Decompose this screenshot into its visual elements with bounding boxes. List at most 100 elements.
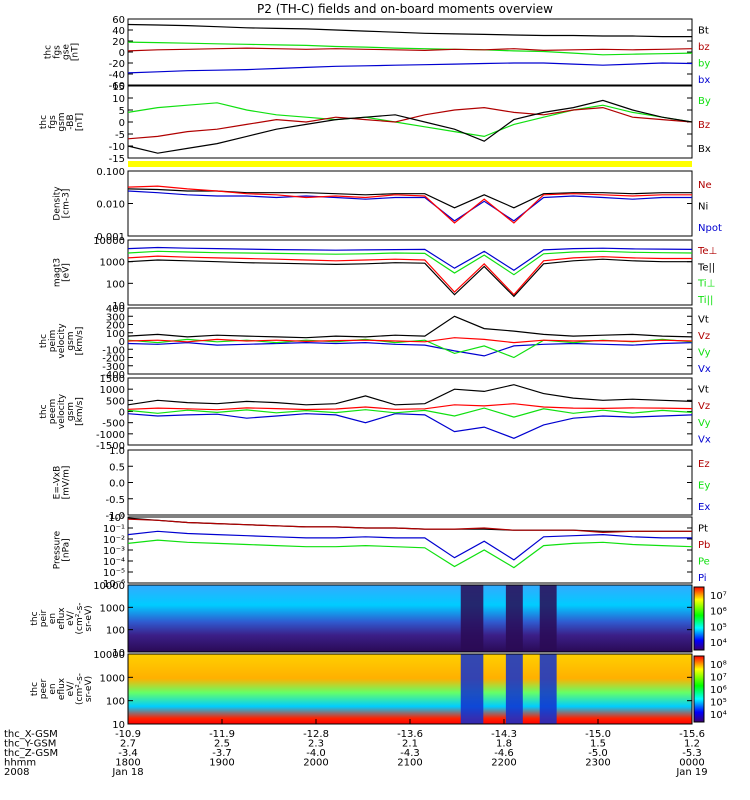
x-tick-label: 0000 bbox=[679, 758, 704, 769]
legend-entry: Vx bbox=[698, 435, 711, 446]
panel-frame bbox=[127, 449, 693, 516]
colorbar-tick-label: 10⁶ bbox=[710, 607, 727, 618]
y-tick-label: -200 bbox=[102, 354, 125, 365]
y-tick-label: 10 bbox=[112, 301, 125, 312]
series-line bbox=[127, 338, 693, 359]
y-axis-label: peir bbox=[39, 609, 49, 627]
y-axis-label: sr-eV) bbox=[84, 605, 94, 631]
legend-entry: Ti⊥ bbox=[697, 279, 715, 290]
x-tick-label: 2.5 bbox=[214, 739, 230, 750]
y-tick-label: 10000 bbox=[93, 581, 125, 592]
series-line bbox=[127, 246, 693, 272]
y-tick-label: 0 bbox=[119, 408, 125, 419]
x-row-label: thc_Y-GSM bbox=[4, 739, 56, 750]
y-axis-label: [km/s] bbox=[75, 327, 85, 356]
y-tick-label: 0.0 bbox=[109, 479, 125, 490]
spectrogram-dropout bbox=[460, 654, 484, 724]
y-tick-label: -300 bbox=[102, 362, 125, 373]
y-axis-label: en bbox=[48, 613, 58, 624]
y-axis-label: [eV] bbox=[62, 263, 72, 282]
y-tick-label: 0 bbox=[119, 337, 125, 348]
legend-entry: Ez bbox=[698, 459, 710, 470]
series-line bbox=[127, 539, 693, 569]
y-axis-label: (cm²-s- bbox=[75, 602, 85, 634]
series-line bbox=[127, 47, 693, 52]
panel-frame bbox=[127, 18, 693, 86]
colorbar bbox=[693, 586, 705, 651]
y-axis-label: en bbox=[48, 683, 58, 694]
y-axis-label: thc bbox=[30, 682, 40, 696]
y-tick-label: 100 bbox=[106, 697, 125, 708]
legend-entry: Te|| bbox=[697, 262, 715, 273]
series-line bbox=[127, 407, 693, 418]
x-tick-label: 1.5 bbox=[590, 739, 606, 750]
x-row-label: thc_Z-GSM bbox=[4, 748, 58, 759]
series-line bbox=[127, 23, 692, 38]
x-tick-label: -12.8 bbox=[303, 729, 329, 740]
y-tick-label: -100 bbox=[102, 345, 125, 356]
y-axis-label: fgs bbox=[48, 115, 58, 129]
y-axis-label: thc bbox=[39, 334, 49, 348]
y-tick-label: 100 bbox=[106, 626, 125, 637]
figure-title: P2 (TH-C) fields and on-board moments ov… bbox=[257, 2, 553, 16]
y-tick-label: 10 bbox=[112, 720, 125, 731]
y-tick-label: 1000 bbox=[100, 603, 125, 614]
legend-entry: Vx bbox=[698, 364, 711, 375]
x-row-label: 2008 bbox=[4, 767, 29, 778]
spectrogram-dropout bbox=[505, 585, 523, 652]
colorbar-tick-label: 10⁷ bbox=[710, 673, 727, 684]
spectrogram bbox=[128, 654, 692, 724]
legend-entry: Bz bbox=[698, 120, 710, 131]
panel-3: 0.100 0.010 0.001 Density [cm-3] Ne Ni Npot bbox=[53, 167, 722, 243]
panel-4: 10000 1000 100 10 magt3 [eV] Te⊥ Te|| Ti⊥ Ti|| bbox=[53, 236, 718, 312]
series-line bbox=[127, 341, 693, 357]
series-line bbox=[127, 62, 693, 74]
y-tick-label: 40 bbox=[112, 26, 125, 37]
y-axis-label: [nPa] bbox=[62, 538, 72, 561]
y-tick-label: 400 bbox=[106, 304, 125, 315]
legend-entry: Pt bbox=[698, 523, 708, 534]
y-tick-label: 10⁻⁵ bbox=[103, 568, 125, 579]
series-line bbox=[127, 185, 692, 224]
x-tick-label: -10.9 bbox=[115, 729, 141, 740]
legend-entry: Ey bbox=[698, 481, 710, 492]
colorbar-tick-label: 10⁴ bbox=[710, 638, 727, 649]
y-axis-label: eV/ bbox=[66, 610, 76, 626]
y-axis-label: Pressure bbox=[53, 530, 63, 569]
spectrogram-dropout bbox=[539, 585, 557, 652]
y-tick-label: -500 bbox=[102, 419, 125, 430]
legend-entry: Ni bbox=[698, 202, 708, 213]
series-line bbox=[127, 530, 692, 561]
series-line bbox=[127, 517, 692, 532]
y-axis-label: (cm²-s- bbox=[75, 673, 85, 705]
panel-frame bbox=[127, 584, 693, 653]
y-axis-label: eflux bbox=[57, 677, 67, 700]
y-tick-label: 10⁻³ bbox=[103, 546, 125, 557]
y-tick-label: 10⁻² bbox=[103, 535, 125, 546]
x-tick-label: -4.3 bbox=[400, 748, 420, 759]
x-tick-label: 2200 bbox=[491, 758, 516, 769]
y-tick-label: 0.100 bbox=[96, 167, 125, 178]
legend-entry: Npot bbox=[698, 223, 722, 234]
y-axis-label: magt3 bbox=[53, 258, 63, 287]
panel-frame bbox=[127, 516, 693, 584]
legend-entry: Ex bbox=[698, 502, 710, 513]
panel-frame bbox=[127, 170, 693, 237]
x-tick-label: 1900 bbox=[209, 758, 234, 769]
y-tick-label: 0.5 bbox=[109, 462, 125, 473]
y-tick-label: 1500 bbox=[100, 374, 125, 385]
series-line bbox=[127, 41, 693, 56]
legend-entry: Vt bbox=[698, 384, 709, 395]
y-tick-label: 10⁻⁶ bbox=[103, 579, 125, 590]
legend-entry: Pe bbox=[698, 556, 710, 567]
x-tick-label: 1800 bbox=[115, 758, 140, 769]
x-tick-label: -3.4 bbox=[118, 748, 138, 759]
y-tick-label: 0.010 bbox=[96, 200, 125, 211]
y-axis-label: thc bbox=[39, 115, 49, 129]
y-tick-label: 0 bbox=[119, 48, 125, 59]
series-line bbox=[127, 102, 693, 138]
y-axis-label: peer bbox=[39, 678, 49, 699]
